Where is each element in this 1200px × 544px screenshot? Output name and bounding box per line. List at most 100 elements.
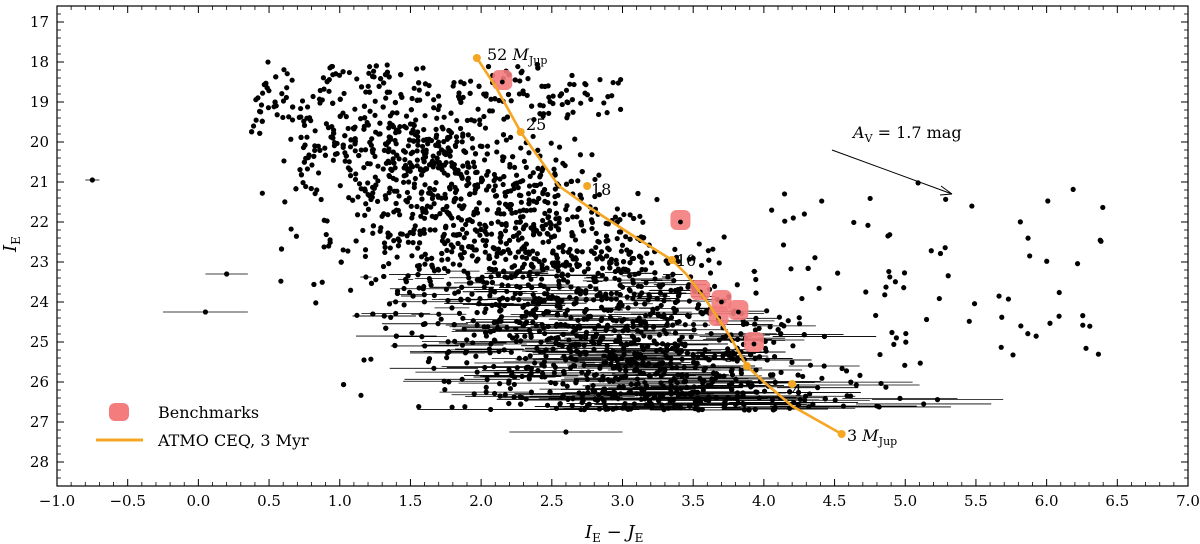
data-point [380,166,386,172]
data-point [466,280,472,286]
data-point [558,91,565,97]
data-point [582,90,588,96]
data-point [554,255,560,261]
data-point [392,342,398,349]
data-point [298,172,305,178]
data-point [417,228,423,234]
data-point [969,203,975,209]
data-point [633,391,640,397]
model-track [472,54,846,438]
data-point [346,69,353,76]
data-point [528,365,534,372]
data-point [449,249,455,255]
data-point [612,327,618,334]
data-point [530,227,536,233]
data-point [626,251,632,257]
data-point [520,304,526,310]
data-point [464,169,470,176]
data-point [459,244,465,250]
data-point [331,139,338,146]
data-point [484,207,490,213]
data-point [284,85,290,91]
data-point [303,183,309,190]
data-point [466,297,472,303]
data-point [422,251,428,257]
data-point [273,74,279,80]
y-tick-label: 17 [30,13,49,31]
data-point [497,381,503,387]
data-point [486,183,492,189]
data-point [597,77,603,83]
data-point [409,253,415,259]
data-point [470,340,476,346]
x-axis-label: IE − JE [584,522,643,544]
data-point [569,72,575,79]
x-tick-label: 1.0 [328,492,352,510]
legend: Benchmarks ATMO CEQ, 3 Myr [96,403,309,450]
data-point [366,89,373,95]
data-point [573,380,579,386]
data-point [734,390,741,396]
data-point [418,254,425,260]
data-point [893,335,899,341]
data-point [577,152,584,158]
data-point [446,349,452,355]
data-point [494,371,500,377]
data-point [514,180,520,186]
data-point [544,265,550,271]
data-point [1087,323,1093,329]
data-point [467,78,474,84]
data-point [698,262,705,269]
data-point [653,371,659,377]
data-point [1095,351,1102,357]
data-point [396,193,402,199]
data-point [411,181,418,187]
data-point [340,142,346,148]
data-point [579,168,585,175]
data-point [639,387,645,394]
data-point [511,263,518,269]
data-point [593,331,600,337]
data-point [302,142,308,148]
data-point [560,381,566,387]
data-point [508,202,514,208]
data-point [545,231,551,237]
x-tick-label: 5.5 [964,492,988,510]
data-point [473,169,479,176]
data-point [706,357,712,363]
data-point [469,136,475,142]
data-point [475,106,481,112]
data-point [433,142,439,148]
y-tick-label: 19 [30,93,49,111]
data-point [602,403,608,410]
data-point [555,192,561,198]
data-point [567,294,573,300]
data-point [345,248,351,254]
data-point [721,234,727,240]
data-point [682,322,688,328]
data-point [565,249,572,255]
data-point [372,153,378,160]
data-point [564,115,570,121]
data-point [363,89,369,95]
data-point [411,85,417,91]
data-point [619,302,625,308]
data-point [408,150,414,157]
data-point [801,211,807,217]
data-point [466,275,472,281]
data-point [366,64,373,70]
data-point [552,380,559,387]
data-point [494,149,500,155]
data-point [516,91,523,97]
data-point [408,130,415,136]
data-point [301,118,307,124]
data-point [482,249,488,255]
data-point [298,134,304,140]
data-point [250,123,257,129]
data-point [928,248,934,254]
data-point [386,173,393,180]
data-point [392,165,398,171]
data-point [336,72,343,78]
data-point [442,191,448,197]
